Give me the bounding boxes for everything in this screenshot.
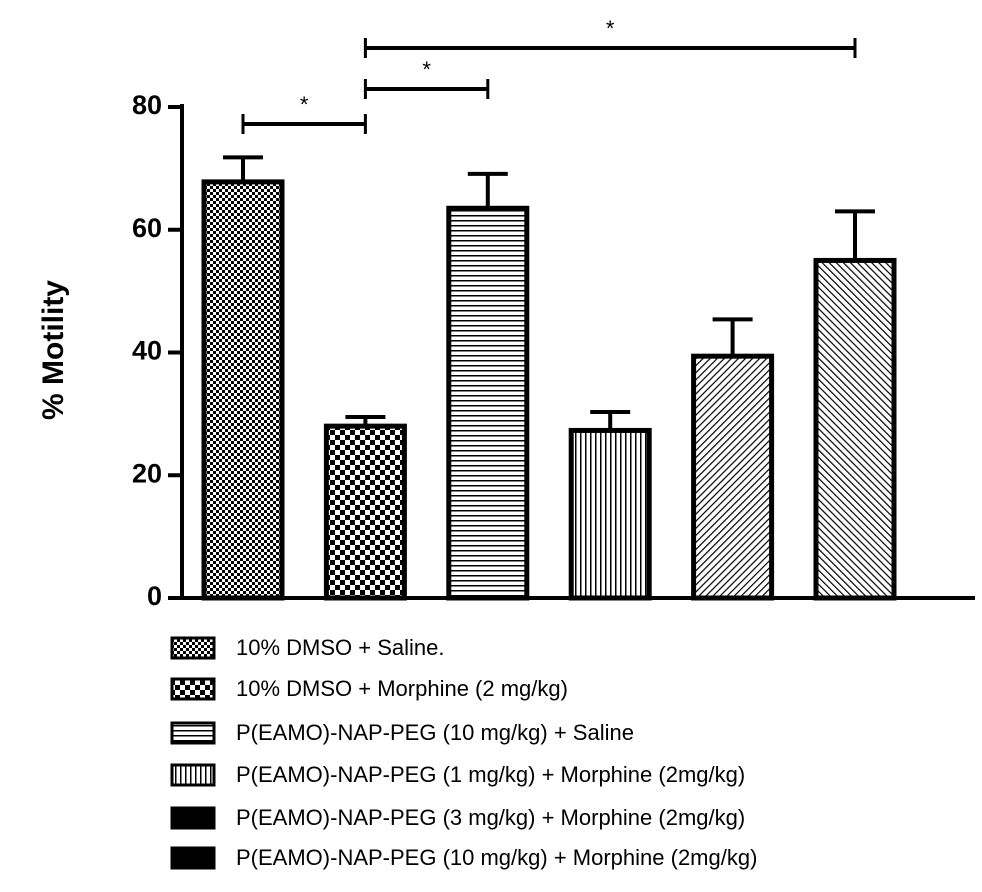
bar	[323, 423, 407, 601]
y-tick-label: 40	[132, 336, 162, 366]
y-axis-label: % Motility	[37, 280, 70, 420]
legend-swatch	[170, 846, 216, 870]
bar	[691, 353, 775, 601]
legend-label: P(EAMO)-NAP-PEG (10 mg/kg) + Saline	[236, 720, 634, 745]
legend-label: P(EAMO)-NAP-PEG (3 mg/kg) + Morphine (2m…	[236, 805, 745, 830]
legend-swatch	[170, 806, 216, 830]
legend-swatch	[170, 763, 216, 787]
significance-label: *	[300, 92, 309, 117]
legend-swatch	[170, 677, 216, 701]
legend-swatch	[170, 721, 216, 745]
y-tick-label: 60	[132, 213, 162, 243]
legend-label: 10% DMSO + Saline.	[236, 635, 444, 660]
bar	[201, 179, 285, 601]
significance-label: *	[606, 16, 615, 41]
legend-label: P(EAMO)-NAP-PEG (10 mg/kg) + Morphine (2…	[236, 845, 757, 870]
bar	[446, 205, 530, 601]
y-tick-label: 20	[132, 458, 162, 488]
legend-label: P(EAMO)-NAP-PEG (1 mg/kg) + Morphine (2m…	[236, 762, 745, 787]
bar	[813, 257, 897, 601]
y-tick-label: 80	[132, 90, 162, 120]
significance-label: *	[422, 57, 431, 82]
legend-swatch	[170, 636, 216, 660]
legend-label: 10% DMSO + Morphine (2 mg/kg)	[236, 676, 568, 701]
bar	[568, 427, 652, 601]
y-tick-label: 0	[147, 581, 162, 611]
